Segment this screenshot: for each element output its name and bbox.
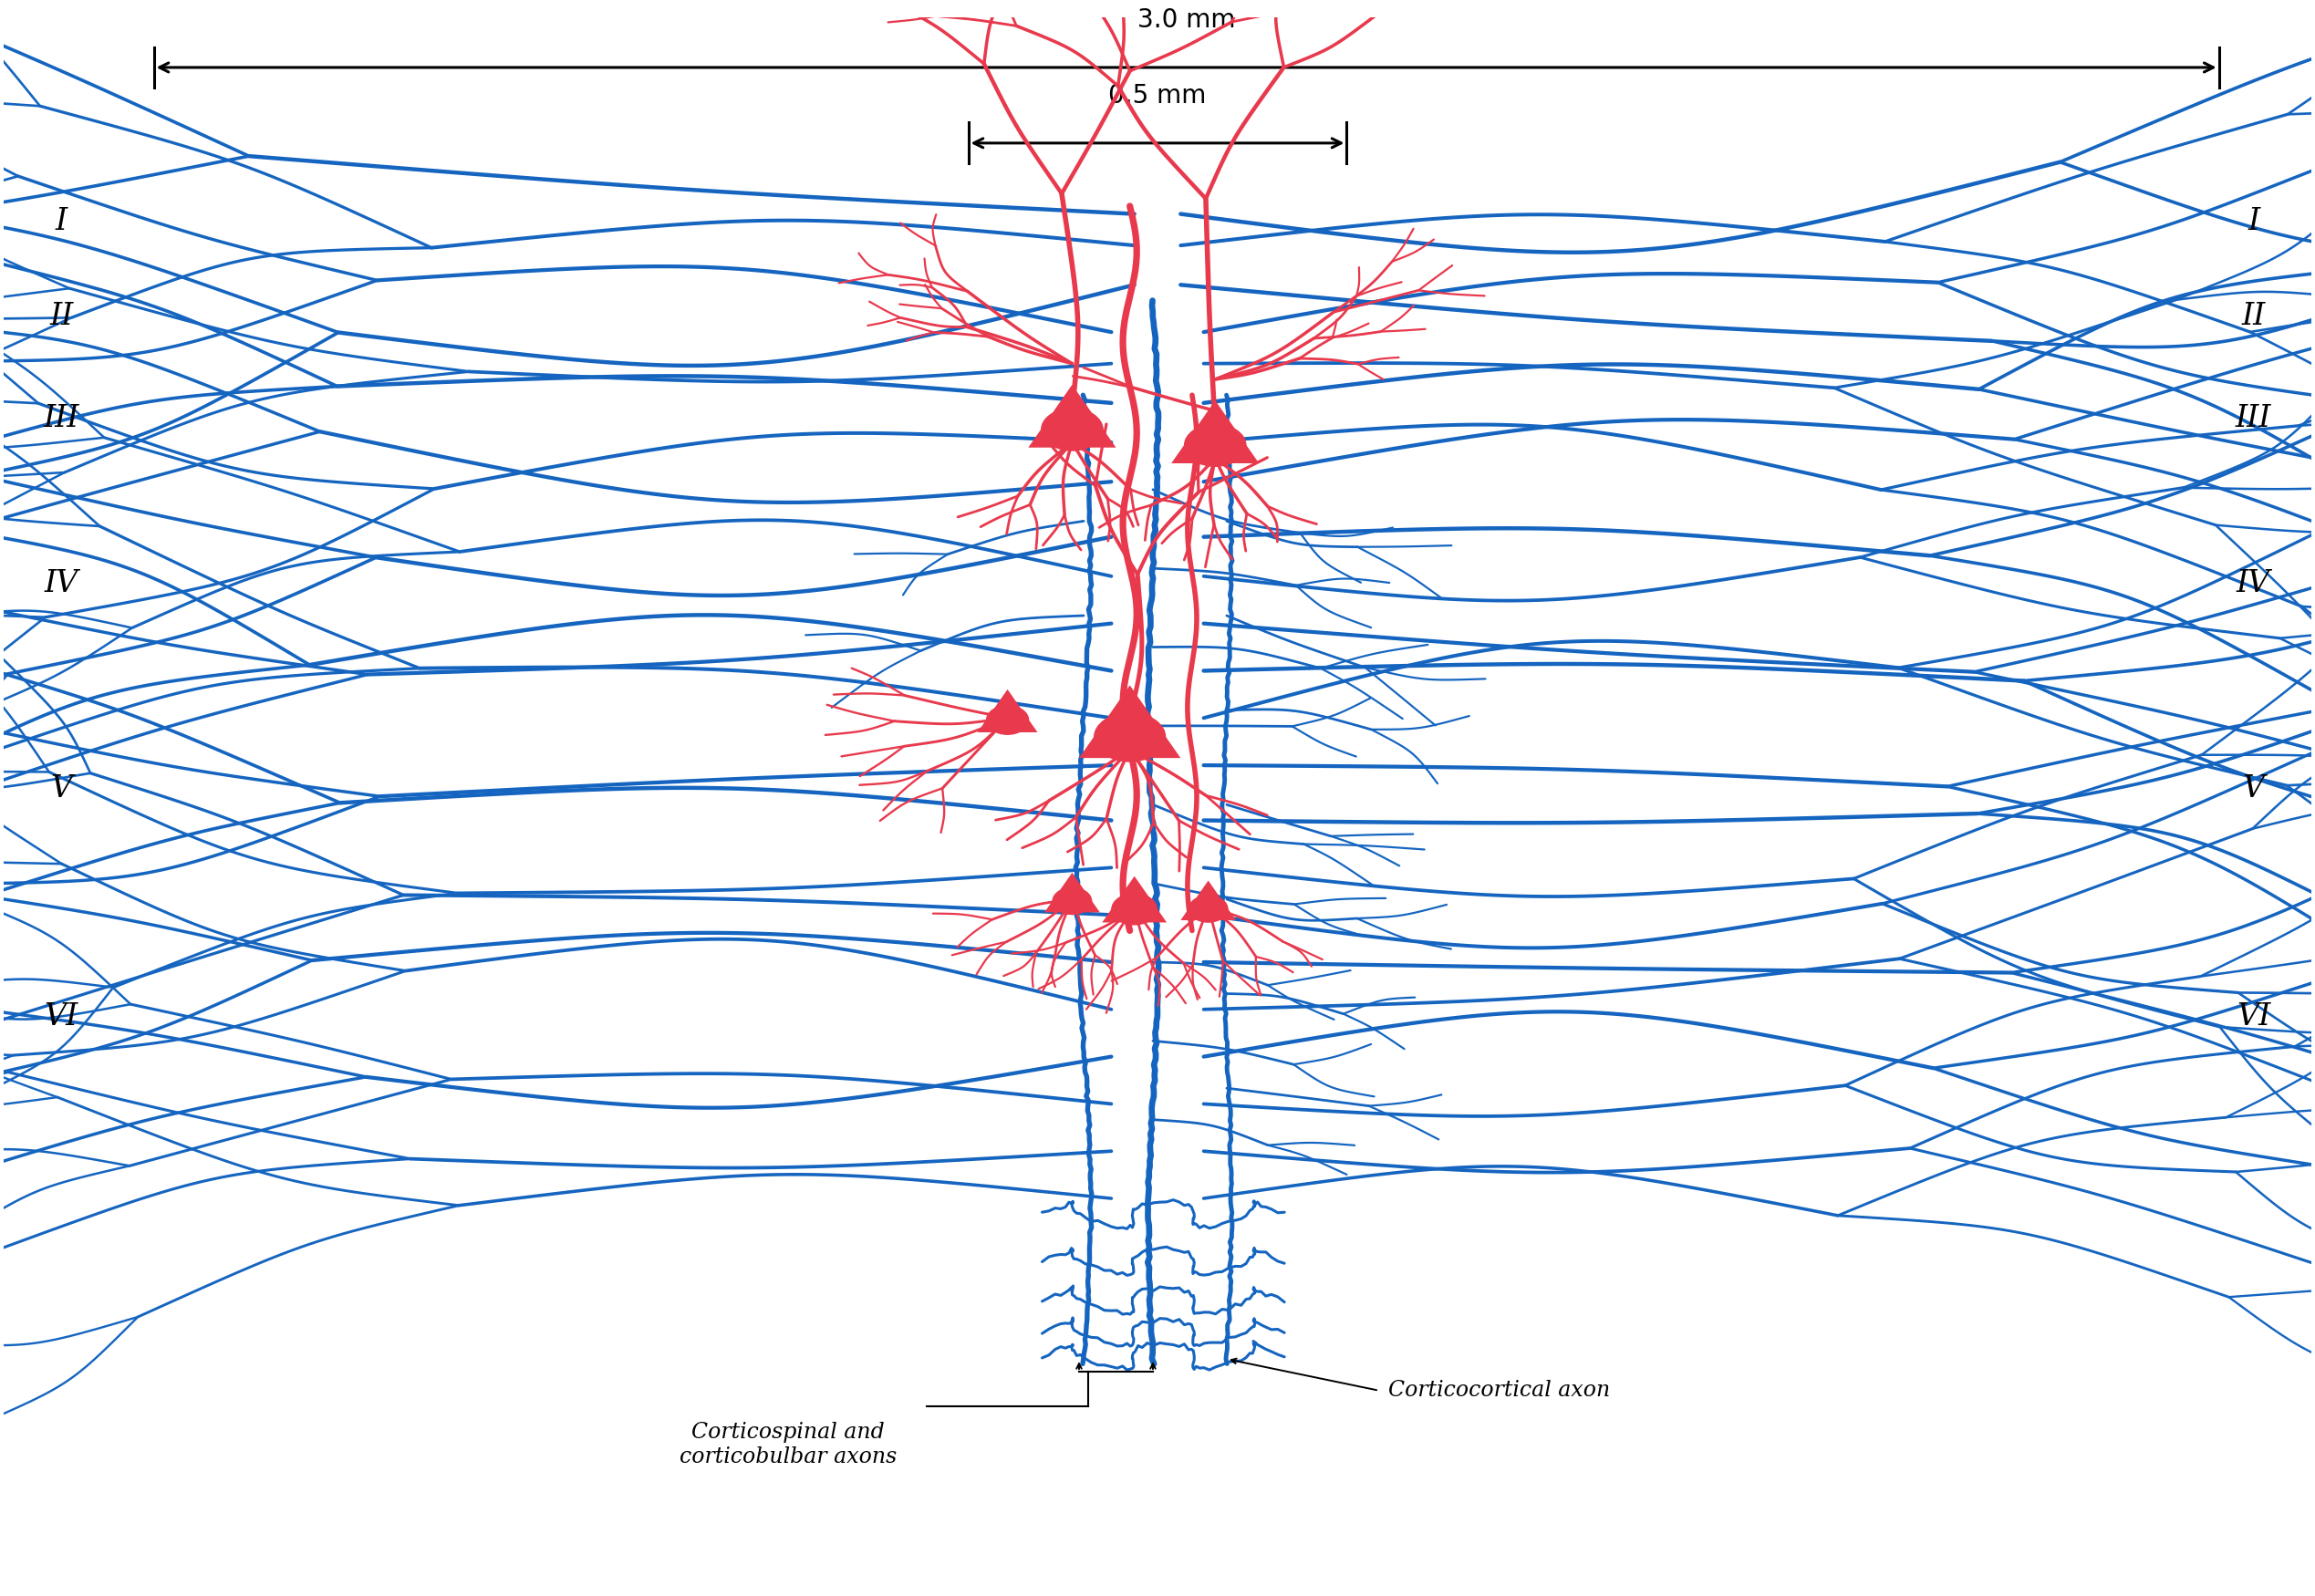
Text: IV: IV [2236, 570, 2271, 598]
Polygon shape [977, 689, 1037, 733]
Polygon shape [1102, 876, 1167, 922]
Circle shape [1185, 425, 1245, 466]
Text: 3.0 mm: 3.0 mm [1137, 8, 1236, 34]
Text: V: V [2243, 774, 2264, 803]
Text: I: I [2248, 207, 2259, 236]
Polygon shape [1171, 401, 1259, 463]
Circle shape [1042, 409, 1102, 450]
Polygon shape [1181, 881, 1236, 921]
Circle shape [1111, 894, 1158, 924]
Polygon shape [1028, 385, 1116, 447]
Text: II: II [2241, 302, 2266, 330]
Text: III: III [44, 404, 79, 433]
Text: I: I [56, 207, 67, 236]
Polygon shape [1044, 873, 1100, 913]
Text: IV: IV [44, 570, 79, 598]
Text: V: V [51, 774, 72, 803]
Circle shape [1053, 887, 1090, 915]
Circle shape [1190, 895, 1227, 922]
Text: Corticocortical axon: Corticocortical axon [1389, 1381, 1611, 1401]
Circle shape [1095, 713, 1164, 761]
Text: VI: VI [44, 1002, 79, 1033]
Text: III: III [2236, 404, 2271, 433]
Text: VI: VI [2236, 1002, 2271, 1033]
Text: 0.5 mm: 0.5 mm [1109, 83, 1206, 109]
Circle shape [986, 705, 1028, 734]
Polygon shape [1079, 685, 1181, 758]
Text: Corticospinal and
corticobulbar axons: Corticospinal and corticobulbar axons [681, 1422, 896, 1467]
Text: II: II [49, 302, 74, 330]
